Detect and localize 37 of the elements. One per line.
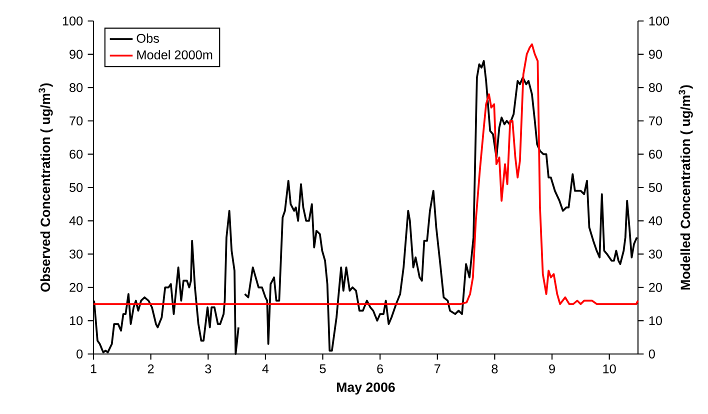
x-tick-label: 5 bbox=[320, 364, 326, 374]
y-tick-label: 50 bbox=[70, 183, 83, 192]
x-tick-label: 10 bbox=[603, 364, 616, 374]
y2-tick-label: 70 bbox=[649, 116, 662, 126]
x-tick-label: 1 bbox=[90, 364, 96, 374]
x-tick-label: 6 bbox=[377, 364, 384, 374]
y-tick-label: 60 bbox=[70, 150, 83, 159]
x-tick-label: 2 bbox=[148, 364, 154, 374]
y2-tick-label: 40 bbox=[648, 216, 662, 226]
y-tick-label: 40 bbox=[69, 216, 83, 226]
y-tick-label: 20 bbox=[70, 282, 83, 292]
x-tick-label: 4 bbox=[262, 364, 269, 374]
x-tick-label: 3 bbox=[205, 364, 212, 374]
y2-tick-label: 60 bbox=[649, 150, 662, 159]
y2-tick-label: 100 bbox=[649, 16, 670, 26]
x-tick-label: 8 bbox=[492, 364, 498, 374]
y2-tick-label: 30 bbox=[648, 250, 662, 259]
y2-tick-label: 90 bbox=[648, 50, 662, 59]
y-tick-label: 30 bbox=[69, 250, 83, 259]
y2-tick-label: 10 bbox=[649, 316, 662, 326]
legend-label: Model 2000m bbox=[137, 50, 212, 60]
y-tick-label: 100 bbox=[62, 16, 83, 26]
y-tick-label: 0 bbox=[76, 350, 83, 358]
y2-tick-label: 0 bbox=[648, 350, 655, 358]
y-axis-title: Observed Concentration ( ug/m$^{3}$) bbox=[38, 83, 53, 292]
y-tick-label: 90 bbox=[70, 50, 83, 59]
y2-tick-label: 80 bbox=[648, 83, 662, 92]
legend-label: Obs bbox=[136, 34, 159, 43]
x-axis-title: May 2006 bbox=[336, 382, 395, 395]
x-tick-label: 7 bbox=[434, 364, 440, 374]
y2-tick-label: 50 bbox=[648, 183, 662, 192]
y-tick-label: 80 bbox=[70, 83, 83, 92]
y2-axis-title: Modelled Concentration ( ug/m$^{3}$) bbox=[678, 85, 693, 290]
y2-tick-label: 20 bbox=[649, 282, 662, 292]
y-tick-label: 70 bbox=[70, 116, 83, 126]
y-tick-label: 10 bbox=[70, 316, 83, 326]
x-tick-label: 9 bbox=[549, 364, 555, 374]
